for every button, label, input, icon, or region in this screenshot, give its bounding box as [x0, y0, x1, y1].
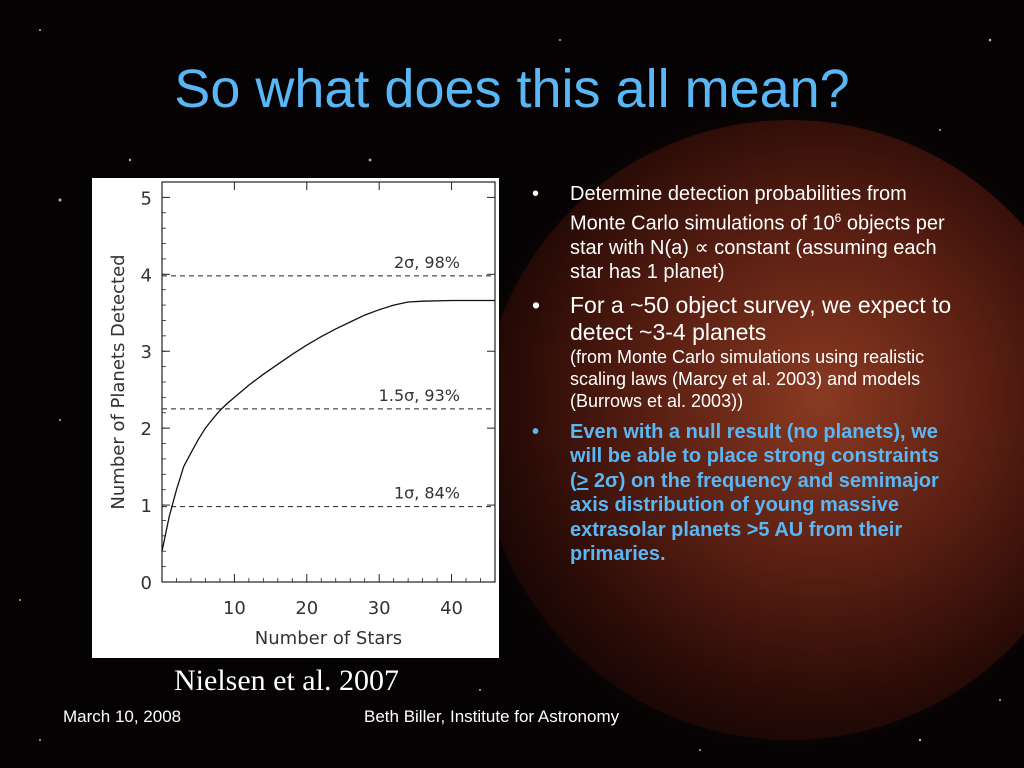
bullet-1-text-a: Determine detection probabilities from M…: [570, 183, 907, 235]
x-tick-label: 10: [223, 598, 246, 619]
plot-frame: [161, 181, 496, 583]
bullet-marker: •: [532, 420, 540, 443]
bullet-1-exponent: 6: [834, 211, 842, 225]
footer-author: Beth Biller, Institute for Astronomy: [364, 707, 620, 726]
footer-date: March 10, 2008: [63, 707, 182, 726]
threshold-label: 1σ, 84%: [394, 484, 460, 503]
x-tick-label: 30: [368, 598, 391, 619]
bullet-2-main: For a ~50 object survey, we expect to de…: [570, 291, 952, 345]
bullet-2-citation: (from Monte Carlo simulations using real…: [570, 346, 925, 411]
bullet-marker: •: [532, 291, 541, 318]
chart-panel: 0 1 2 3 4 5 10 20 30 40 2σ, 98% 1.5σ, 93% 1σ, 84% Num…: [92, 178, 499, 658]
y-tick-label: 1: [141, 496, 152, 517]
slide-title: So what does this all mean?: [174, 59, 850, 119]
bullet-1-text-b: objects per star with N(a) ∝ constant (a…: [570, 212, 945, 283]
bullet-3-text-a: Even with a null result (no planets), we…: [570, 420, 939, 492]
threshold-label: 2σ, 98%: [394, 253, 460, 272]
bullet-detection-probabilities: • Determine detection probabilities from…: [532, 182, 962, 284]
x-tick-label: 20: [295, 598, 318, 619]
x-axis-label: Number of Stars: [255, 628, 402, 649]
planet: [480, 120, 1024, 740]
bullet-3-ge-symbol: >: [576, 469, 589, 492]
detection-chart: 0 1 2 3 4 5 10 20 30 40 2σ, 98% 1.5σ, 93% 1σ, 84% Num…: [108, 181, 496, 649]
bullet-3-text-b: 2σ) on the frequency and semimajor axis …: [570, 469, 939, 566]
bullet-list: • Determine detection probabilities from…: [532, 182, 962, 575]
series-line: [161, 299, 495, 552]
y-tick-label: 4: [141, 265, 152, 286]
y-tick-label: 3: [141, 342, 152, 363]
x-tick-label: 40: [440, 598, 463, 619]
y-axis-label: Number of Planets Detected: [108, 254, 129, 509]
y-tick-label: 2: [141, 419, 152, 440]
y-tick-label: 5: [141, 188, 152, 209]
bullet-marker: •: [532, 183, 540, 205]
bullet-null-result: • Even with a null result (no planets), …: [532, 420, 962, 567]
threshold-label: 1.5σ, 93%: [379, 386, 460, 405]
chart-caption: Nielsen et al. 2007: [174, 664, 399, 697]
bullet-survey-expectation: • For a ~50 object survey, we expect to …: [532, 292, 962, 412]
y-tick-label: 0: [141, 573, 152, 594]
